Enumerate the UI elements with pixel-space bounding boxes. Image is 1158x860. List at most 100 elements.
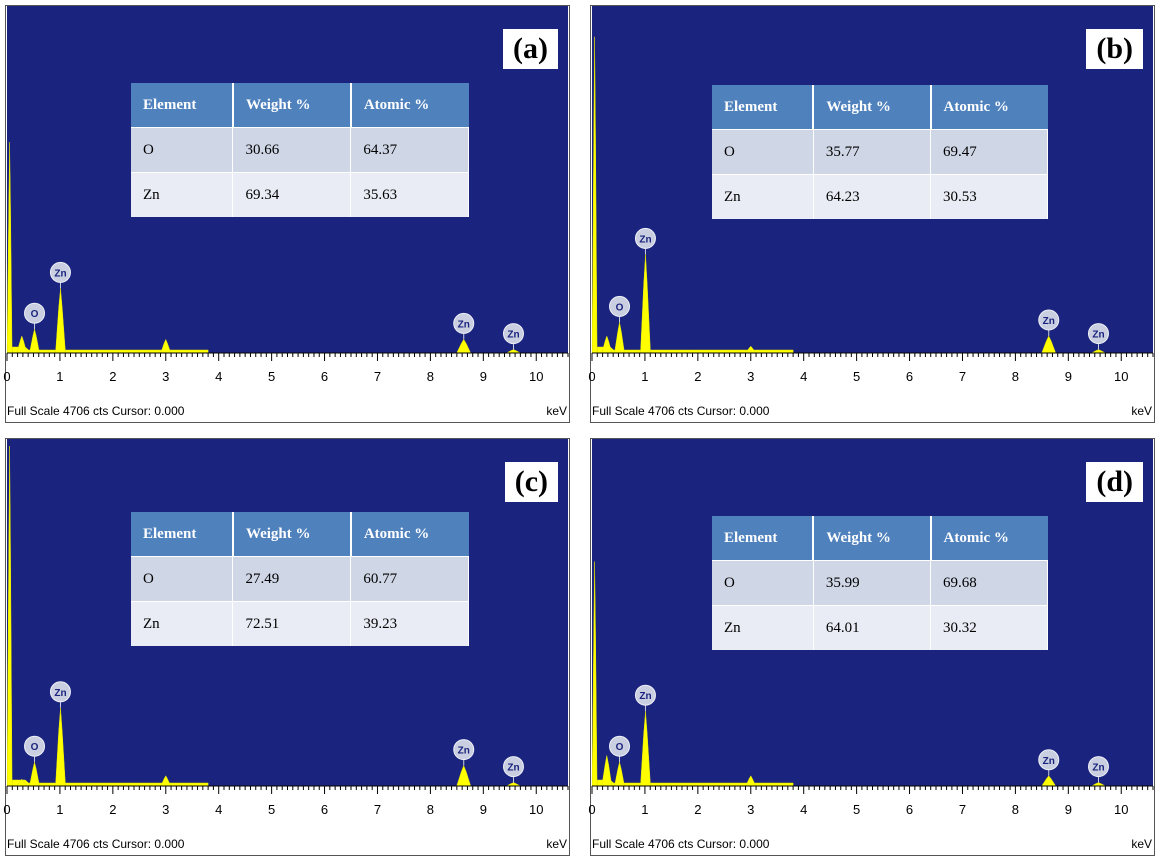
element-marker-zn: [49, 261, 71, 283]
table-cell: 39.23: [350, 601, 469, 646]
table-header: Weight %: [232, 83, 352, 128]
element-marker-zn: [502, 756, 524, 778]
element-marker-zn: [1038, 309, 1060, 331]
x-tick-label: 1: [641, 369, 648, 384]
panel-label-a: (a): [503, 29, 558, 69]
x-tick-label: 5: [268, 802, 275, 817]
x-tick-label: 3: [162, 369, 169, 384]
table-header: Element: [131, 512, 234, 557]
x-tick-label: 3: [747, 369, 754, 384]
footer-readout: Full Scale 4706 cts Cursor: 0.000: [7, 404, 185, 418]
table-row: O 27.49 60.77: [131, 556, 469, 602]
table-header: Weight %: [813, 85, 932, 130]
x-tick-label: 7: [959, 369, 966, 384]
footer-readout: Full Scale 4706 cts Cursor: 0.000: [592, 837, 770, 851]
element-marker-label: Zn: [507, 330, 519, 341]
x-tick-label: 0: [3, 369, 10, 384]
table-row: Zn 72.51 39.23: [131, 601, 469, 646]
table-cell: Zn: [131, 172, 234, 217]
x-tick-label: 9: [1065, 369, 1072, 384]
x-axis-unit-label: keV: [1131, 837, 1152, 851]
table-cell: 30.66: [232, 127, 352, 173]
eds-panel-a: O Zn Zn Zn 0 1 2 3 4 5 6 7 8 9 10 Full Scale 4706 cts C…: [3, 5, 570, 423]
table-cell: O: [131, 556, 234, 602]
x-tick-label: 4: [215, 369, 222, 384]
panel-label-b: (b): [1086, 29, 1143, 69]
x-tick-label: 4: [800, 802, 807, 817]
x-tick-label: 2: [109, 369, 116, 384]
x-tick-label: 3: [162, 802, 169, 817]
x-tick-label: 1: [56, 369, 63, 384]
table-cell: 60.77: [350, 556, 469, 602]
element-marker-label: Zn: [54, 688, 66, 699]
table-cell: 69.68: [930, 560, 1048, 606]
table-cell: 35.99: [813, 560, 932, 606]
element-marker-label: O: [616, 742, 624, 753]
x-tick-label: 2: [109, 802, 116, 817]
footer-readout: Full Scale 4706 cts Cursor: 0.000: [592, 404, 770, 418]
element-marker-zn: [634, 227, 656, 249]
table-header: Element: [131, 83, 234, 128]
element-marker-zn: [1038, 749, 1060, 771]
x-tick-label: 0: [588, 369, 595, 384]
element-marker-zn: [453, 312, 475, 334]
element-marker-label: O: [31, 309, 39, 320]
element-marker-zn: [1087, 323, 1109, 345]
table-header: Atomic %: [930, 516, 1048, 561]
x-tick-label: 4: [800, 369, 807, 384]
x-tick-label: 6: [321, 802, 328, 817]
table-cell: 64.37: [350, 127, 469, 173]
x-tick-label: 0: [3, 802, 10, 817]
element-marker-o: [24, 302, 46, 324]
x-axis-unit-label: keV: [546, 404, 567, 418]
composition-table-c: Element Weight % Atomic % O 27.49 60.77 …: [131, 512, 469, 646]
element-marker-o: [609, 295, 631, 317]
x-tick-label: 7: [374, 369, 381, 384]
x-tick-label: 9: [480, 802, 487, 817]
element-marker-label: O: [31, 742, 39, 753]
x-tick-label: 5: [853, 802, 860, 817]
composition-table-a: Element Weight % Atomic % O 30.66 64.37 …: [131, 83, 469, 217]
element-marker-label: Zn: [1043, 316, 1055, 327]
eds-panel-c: O Zn Zn Zn 0 1 2 3 4 5 6 7 8 9 10 Full Scale 4706 cts C…: [3, 438, 570, 856]
panel-label-d: (d): [1086, 462, 1143, 502]
x-tick-label: 6: [906, 369, 913, 384]
table-cell: 30.32: [930, 605, 1048, 650]
x-tick-label: 4: [215, 802, 222, 817]
x-tick-label: 10: [1114, 802, 1128, 817]
x-axis-unit-label: keV: [1131, 404, 1152, 418]
element-marker-o: [609, 735, 631, 757]
table-cell: 69.47: [930, 129, 1048, 175]
table-header: Element: [712, 85, 815, 130]
table-cell: O: [712, 129, 814, 175]
panel-frame: [590, 5, 1155, 423]
table-cell: O: [712, 560, 814, 606]
element-marker-o: [24, 735, 46, 757]
table-cell: 64.23: [813, 174, 932, 219]
x-tick-label: 7: [374, 802, 381, 817]
table-row: O 35.77 69.47: [712, 129, 1048, 175]
x-tick-label: 0: [588, 802, 595, 817]
eds-panel-b: O Zn Zn Zn 0 1 2 3 4 5 6 7 8 9 10 Full Scale 4706 cts C…: [588, 5, 1155, 423]
element-marker-label: Zn: [1092, 763, 1104, 774]
x-tick-label: 5: [853, 369, 860, 384]
x-tick-label: 9: [1065, 802, 1072, 817]
table-cell: 64.01: [813, 605, 932, 650]
table-row: Zn 69.34 35.63: [131, 172, 469, 217]
footer-readout: Full Scale 4706 cts Cursor: 0.000: [7, 837, 185, 851]
element-marker-label: Zn: [639, 691, 651, 702]
table-header: Atomic %: [350, 512, 469, 557]
table-cell: Zn: [131, 601, 234, 646]
table-header: Weight %: [232, 512, 352, 557]
element-marker-label: O: [616, 302, 624, 313]
x-tick-label: 10: [529, 802, 543, 817]
element-marker-label: Zn: [1043, 756, 1055, 767]
x-tick-label: 7: [959, 802, 966, 817]
element-marker-label: Zn: [54, 268, 66, 279]
table-header: Atomic %: [350, 83, 469, 128]
table-cell: Zn: [712, 605, 814, 650]
x-tick-label: 6: [906, 802, 913, 817]
x-tick-label: 8: [427, 802, 434, 817]
element-marker-zn: [502, 323, 524, 345]
